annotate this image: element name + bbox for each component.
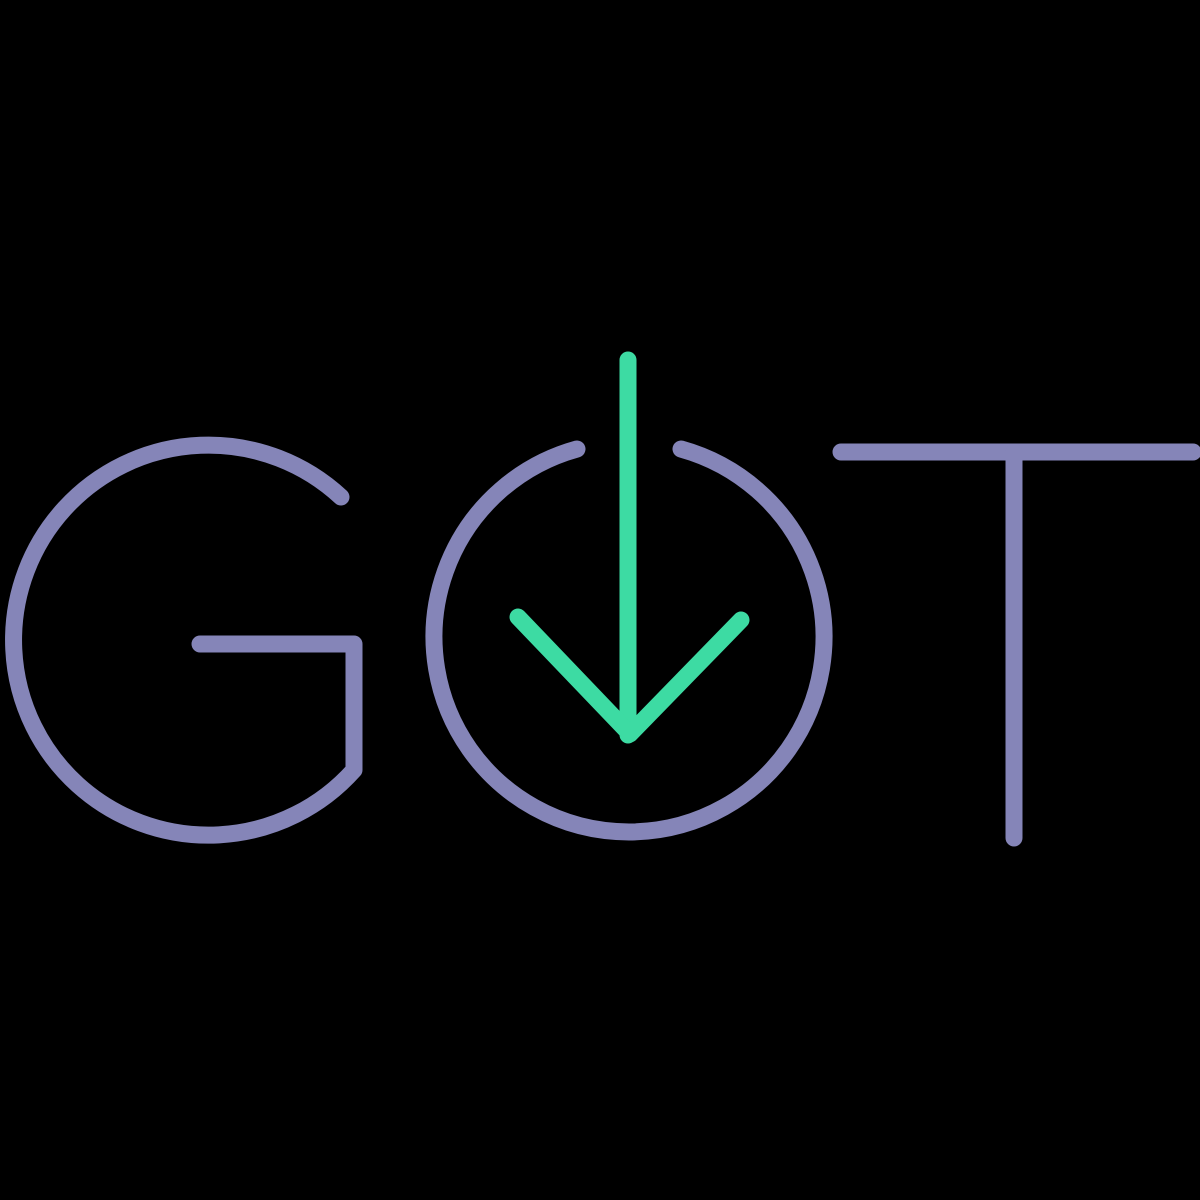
letter-g	[5, 436, 363, 844]
letter-t	[832, 443, 1200, 847]
letter-o	[425, 440, 833, 841]
download-arrow-icon	[509, 351, 750, 744]
